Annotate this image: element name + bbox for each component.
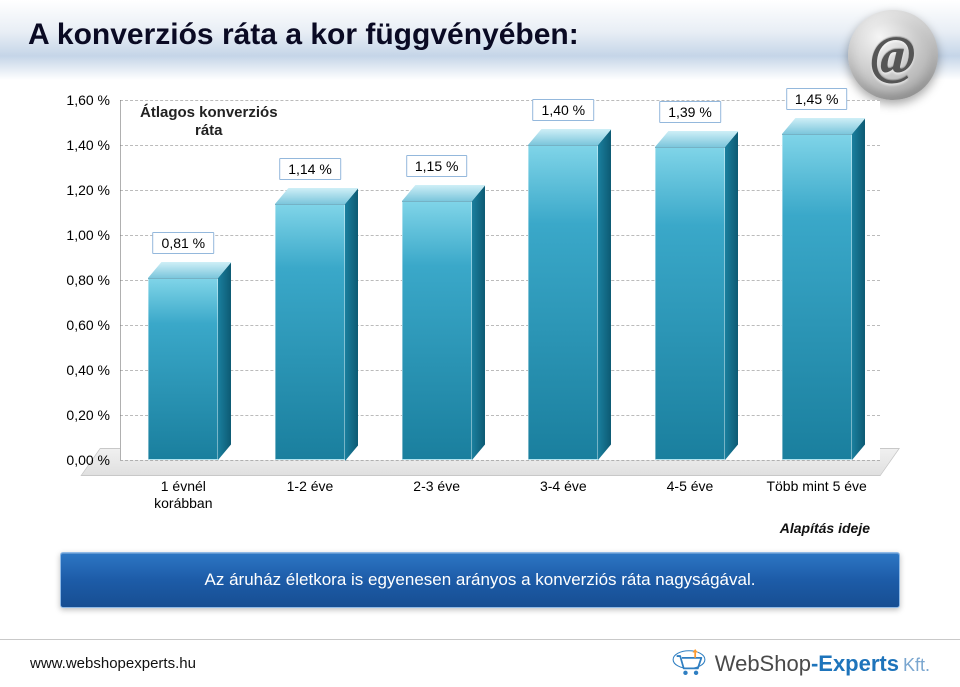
grid-line [120,235,880,236]
bar-value-label: 0,81 % [153,232,215,254]
chart-bar: 1,40 % [528,145,598,460]
y-tick-label: 0,20 % [40,407,110,423]
bar-side [852,118,865,460]
y-axis-title-line2: ráta [140,122,278,140]
bar-value-label: 1,39 % [659,101,721,123]
x-axis-title: Alapítás ideje [780,520,870,536]
chart-bar: 1,14 % [275,204,345,461]
chart-bar: 0,81 % [148,278,218,460]
grid-line [120,370,880,371]
insight-callout: Az áruház életkora is egyenesen arányos … [60,552,900,608]
grid-line [120,325,880,326]
y-tick-label: 1,60 % [40,92,110,108]
y-tick-label: 0,80 % [40,272,110,288]
callout-text: Az áruház életkora is egyenesen arányos … [205,570,756,590]
bar-value-label: 1,15 % [406,155,468,177]
logo-part-a: WebShop [715,651,811,676]
bar-top [148,262,231,278]
bar-value-label: 1,40 % [533,99,595,121]
grid-line [120,100,880,101]
at-icon: @ [871,24,916,86]
logo-part-b: -Experts [811,651,899,676]
bar-side [472,186,485,460]
bar-front [275,204,345,461]
logo-text: WebShop-ExpertsKft. [715,651,930,677]
bar-top [402,185,485,201]
y-tick-label: 1,20 % [40,182,110,198]
cart-icon [671,649,707,679]
bar-top [528,129,611,145]
x-tick-label: 3-4 éve [493,478,633,495]
y-axis-title: Átlagos konverziós ráta [140,104,278,140]
bar-front [655,147,725,460]
bar-side [218,262,231,460]
bar-value-label: 1,45 % [786,88,848,110]
grid-line [120,460,880,461]
bar-side [725,132,738,460]
bar-front [528,145,598,460]
logo-part-c: Kft. [903,655,930,675]
footer-url: www.webshopexperts.hu [30,655,196,672]
chart-bar: 1,45 % [782,134,852,460]
chart-bar: 1,39 % [655,147,725,460]
bar-value-label: 1,14 % [279,158,341,180]
grid-line [120,190,880,191]
bar-front [148,278,218,460]
y-tick-label: 1,00 % [40,227,110,243]
bar-top [782,118,865,134]
bar-front [402,201,472,460]
x-tick-label: Több mint 5 éve [747,478,887,495]
at-sign-emblem: @ [848,10,938,100]
bar-front [782,134,852,460]
y-tick-label: 0,00 % [40,452,110,468]
x-tick-label: 1-2 éve [240,478,380,495]
footer: www.webshopexperts.hu WebShop-ExpertsKft… [0,639,960,687]
bar-side [598,130,611,460]
y-tick-label: 0,60 % [40,317,110,333]
page-title: A konverziós ráta a kor függvényében: [28,18,579,52]
y-axis-title-line1: Átlagos konverziós [140,104,278,121]
x-tick-label: 2-3 éve [367,478,507,495]
grid-line [120,280,880,281]
footer-logo: WebShop-ExpertsKft. [671,649,930,679]
y-tick-label: 1,40 % [40,137,110,153]
bar-top [275,188,358,204]
bar-side [345,188,358,460]
conversion-chart: 0,00 % 0,20 % 0,40 % 0,60 % 0,80 % 1,00 % 1,20… [40,100,910,500]
grid-line [120,415,880,416]
x-tick-label: 1 évnélkorábban [113,478,253,512]
y-tick-label: 0,40 % [40,362,110,378]
grid-line [120,145,880,146]
x-tick-label: 4-5 éve [620,478,760,495]
chart-bar: 1,15 % [402,201,472,460]
bar-top [655,131,738,147]
